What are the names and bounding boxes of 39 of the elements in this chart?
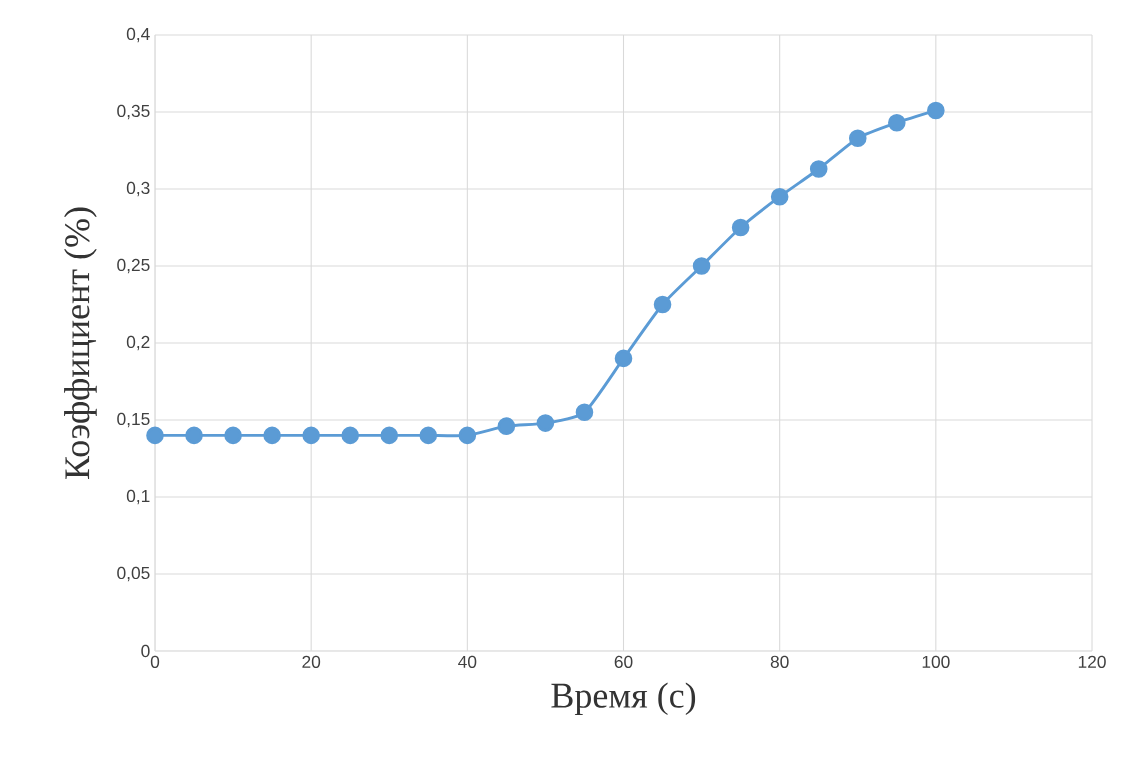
y-tick-label: 0,2 xyxy=(126,335,150,351)
point xyxy=(380,426,399,445)
point xyxy=(888,113,906,132)
point xyxy=(263,426,281,445)
x-tick-label: 60 xyxy=(614,655,633,668)
x-tick-label: 100 xyxy=(922,655,950,668)
y-tick-label: 0,05 xyxy=(117,566,150,582)
point xyxy=(224,426,242,445)
point xyxy=(927,101,945,120)
point xyxy=(419,426,438,445)
x-axis-title: Время (с) xyxy=(551,682,696,716)
y-tick-label: 0,1 xyxy=(126,489,150,505)
y-tick-label: 0,15 xyxy=(117,412,150,428)
point xyxy=(185,426,203,445)
y-tick-label: 0,4 xyxy=(126,27,150,43)
x-tick-label: 80 xyxy=(770,655,789,668)
point xyxy=(302,426,320,445)
y-tick-label: 0,3 xyxy=(126,181,150,197)
point xyxy=(731,218,750,237)
y-tick-label: 0,25 xyxy=(117,258,150,274)
point xyxy=(497,417,516,435)
point xyxy=(575,403,594,422)
point xyxy=(458,426,477,445)
x-tick-label: 20 xyxy=(302,655,321,668)
point xyxy=(848,129,867,147)
point xyxy=(653,295,672,314)
point xyxy=(341,426,360,445)
x-tick-label: 40 xyxy=(458,655,477,668)
y-tick-label: 0 xyxy=(141,644,150,658)
point xyxy=(809,160,828,178)
y-axis-title: Коэффициент (%) xyxy=(64,207,97,479)
point xyxy=(614,349,633,368)
x-tick-label: 120 xyxy=(1078,655,1106,668)
y-tick-label: 0,35 xyxy=(117,104,150,120)
point xyxy=(770,187,789,206)
point xyxy=(692,257,711,275)
point xyxy=(146,426,164,445)
x-tick-label: 0 xyxy=(150,655,160,668)
point xyxy=(536,414,555,432)
